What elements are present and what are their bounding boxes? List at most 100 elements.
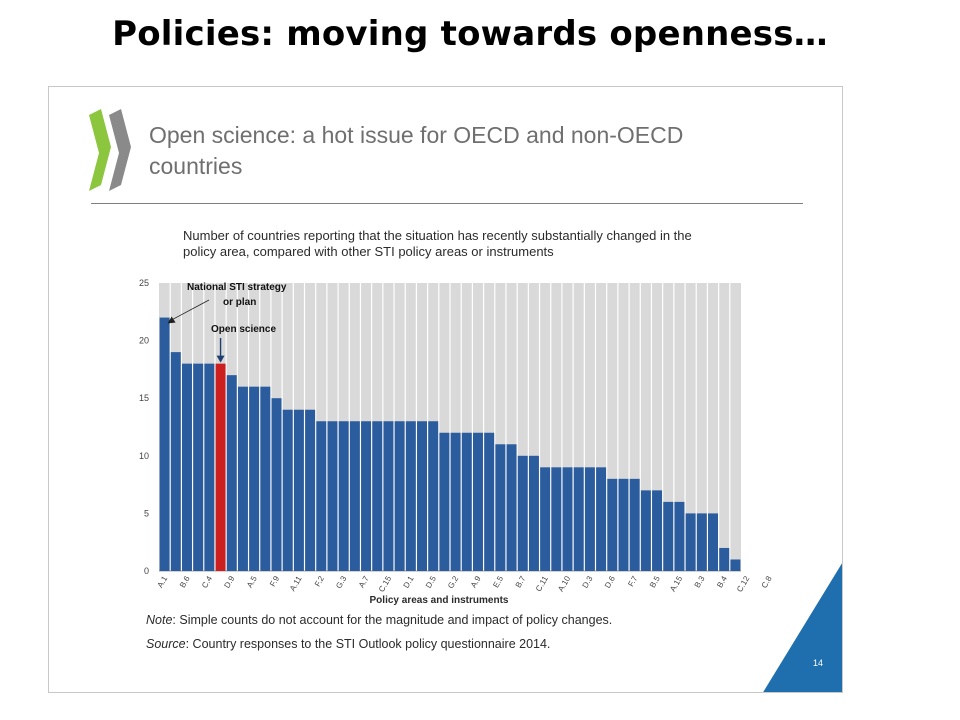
y-tick-label: 15 bbox=[139, 393, 149, 403]
bar bbox=[517, 455, 528, 571]
x-axis-title: Policy areas and instruments bbox=[370, 595, 509, 606]
bar bbox=[405, 421, 416, 571]
chart-subtitle: Number of countries reporting that the s… bbox=[183, 228, 692, 259]
bar bbox=[327, 421, 338, 571]
bar bbox=[260, 386, 271, 571]
bar bbox=[439, 432, 450, 571]
bar bbox=[618, 478, 629, 571]
bar bbox=[305, 409, 316, 571]
bar bbox=[719, 547, 730, 571]
bar bbox=[394, 421, 405, 571]
bar bbox=[181, 363, 192, 571]
chart-figure: Open science: a hot issue for OECD and n… bbox=[48, 86, 843, 693]
slide-title: Policies: moving towards openness… bbox=[112, 14, 828, 54]
x-tick-label: B.7 bbox=[514, 574, 528, 589]
x-tick-label: C.11 bbox=[534, 574, 550, 593]
annotation-arrowhead bbox=[216, 355, 225, 363]
bar bbox=[361, 421, 372, 571]
bar bbox=[573, 467, 584, 571]
bar bbox=[708, 513, 719, 571]
bar bbox=[596, 467, 607, 571]
x-tick-label: A.1 bbox=[156, 574, 170, 589]
x-tick-label: A.11 bbox=[288, 574, 304, 593]
x-tick-label: C.12 bbox=[735, 574, 752, 594]
bar bbox=[428, 421, 439, 571]
x-tick-label: D.5 bbox=[424, 574, 438, 590]
bar bbox=[349, 421, 360, 571]
annotation-national-sti: National STI strategy or plan bbox=[187, 282, 287, 308]
annotation-open-science: Open science bbox=[211, 324, 276, 335]
x-tick-label: C.8 bbox=[760, 574, 774, 590]
chart-source: Source: Country responses to the STI Out… bbox=[146, 637, 550, 651]
y-tick-label: 5 bbox=[144, 508, 149, 518]
x-tick-label: A.10 bbox=[556, 574, 572, 593]
bar bbox=[484, 432, 495, 571]
bar bbox=[640, 490, 651, 571]
bar bbox=[562, 467, 573, 571]
bar bbox=[506, 444, 517, 571]
x-tick-label: D.6 bbox=[603, 574, 617, 590]
bar bbox=[685, 513, 696, 571]
bar bbox=[607, 478, 618, 571]
x-tick-label: C.15 bbox=[377, 574, 394, 594]
source-label: Source bbox=[146, 637, 186, 651]
bar bbox=[316, 421, 327, 571]
x-tick-label: F.2 bbox=[313, 574, 326, 588]
bar bbox=[170, 352, 181, 571]
title-divider bbox=[91, 203, 803, 204]
oecd-logo-icon bbox=[89, 109, 131, 191]
annotation-arrowhead bbox=[167, 316, 176, 324]
x-tick-label: A.15 bbox=[668, 574, 684, 593]
x-tick-label: A.7 bbox=[357, 574, 371, 589]
bar bbox=[271, 398, 282, 571]
x-tick-label: A.5 bbox=[245, 574, 259, 589]
bar bbox=[338, 421, 349, 571]
x-tick-label: G.2 bbox=[446, 574, 461, 590]
y-tick-label: 20 bbox=[139, 336, 149, 346]
bar bbox=[551, 467, 562, 571]
bar bbox=[663, 501, 674, 571]
bar bbox=[293, 409, 304, 571]
x-tick-label: D.9 bbox=[222, 574, 236, 590]
corner-triangle bbox=[763, 563, 842, 692]
y-tick-label: 25 bbox=[139, 278, 149, 288]
note-label: Note bbox=[146, 613, 173, 627]
annotation-arrow bbox=[168, 299, 210, 322]
x-tick-label: B.3 bbox=[693, 574, 707, 589]
chart-note: Note: Simple counts do not account for t… bbox=[146, 613, 612, 627]
x-tick-label: F.7 bbox=[626, 574, 639, 588]
bar bbox=[652, 490, 663, 571]
x-tick-label: D.1 bbox=[402, 574, 416, 590]
x-tick-label: B.4 bbox=[715, 574, 729, 589]
page-number: 14 bbox=[813, 658, 824, 668]
bar bbox=[450, 432, 461, 571]
y-tick-label: 10 bbox=[139, 451, 149, 461]
note-text: : Simple counts do not account for the m… bbox=[172, 613, 613, 627]
bar bbox=[540, 467, 551, 571]
bar bbox=[472, 432, 483, 571]
x-tick-label: A.9 bbox=[469, 574, 483, 589]
bar bbox=[417, 421, 428, 571]
bar-chart: 0 5 10 15 20 25 A.1 B.6 C.4 D.9 A.5 F.9 A.11 F.2 G.3 A.… bbox=[139, 278, 842, 692]
bar bbox=[249, 386, 260, 571]
bar bbox=[528, 455, 539, 571]
y-tick-label: 0 bbox=[144, 566, 149, 576]
x-tick-label: B.6 bbox=[178, 574, 192, 589]
bar bbox=[215, 363, 226, 571]
bar bbox=[584, 467, 595, 571]
bar bbox=[226, 375, 237, 571]
bar bbox=[629, 478, 640, 571]
bar bbox=[372, 421, 383, 571]
bar bbox=[383, 421, 394, 571]
bar bbox=[730, 559, 741, 571]
bar bbox=[237, 386, 248, 571]
x-tick-label: F.9 bbox=[268, 574, 281, 588]
bar bbox=[159, 317, 170, 571]
bar bbox=[204, 363, 215, 571]
x-tick-label: D.3 bbox=[581, 574, 595, 590]
figure-title: Open science: a hot issue for OECD and n… bbox=[149, 122, 684, 179]
bar bbox=[674, 501, 685, 571]
bar bbox=[282, 409, 293, 571]
x-tick-label: B.5 bbox=[648, 574, 662, 589]
x-tick-label: E.5 bbox=[491, 574, 505, 589]
